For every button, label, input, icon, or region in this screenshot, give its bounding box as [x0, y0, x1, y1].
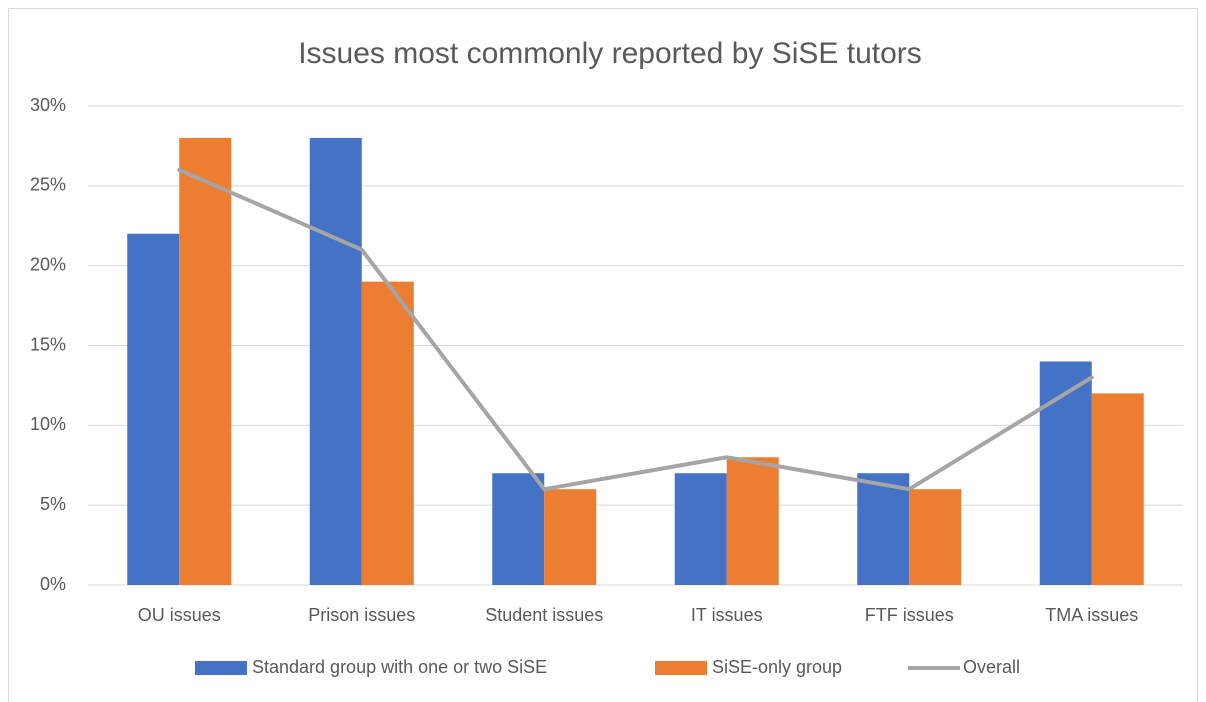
legend-label: SiSE-only group	[712, 657, 842, 677]
x-tick-label: FTF issues	[865, 605, 954, 625]
x-tick-label: IT issues	[691, 605, 763, 625]
y-tick-label: 15%	[30, 334, 66, 354]
bar	[1039, 361, 1092, 585]
chart-title: Issues most commonly reported by SiSE tu…	[298, 37, 922, 70]
y-tick-label: 25%	[30, 175, 66, 195]
y-tick-label: 0%	[40, 574, 66, 594]
bar	[179, 137, 232, 585]
bar	[309, 137, 362, 585]
bar	[674, 473, 727, 585]
bar	[492, 473, 545, 585]
x-tick-label: Student issues	[485, 605, 603, 625]
bar	[857, 473, 910, 585]
legend-label: Standard group with one or two SiSE	[252, 657, 547, 677]
y-tick-label: 20%	[30, 254, 66, 274]
bar	[544, 489, 597, 585]
y-tick-label: 30%	[30, 95, 66, 115]
bar	[726, 457, 779, 585]
legend-swatch	[195, 661, 247, 675]
line	[177, 167, 1094, 492]
bar	[1091, 393, 1144, 585]
bar	[127, 233, 180, 585]
x-tick-label: Prison issues	[308, 605, 415, 625]
bar	[909, 489, 962, 585]
x-tick-label: TMA issues	[1045, 605, 1138, 625]
legend-swatch	[655, 661, 707, 675]
legend-label: Overall	[963, 657, 1020, 677]
x-tick-label: OU issues	[138, 605, 221, 625]
y-tick-label: 10%	[30, 414, 66, 434]
y-tick-label: 5%	[40, 494, 66, 514]
bar	[361, 281, 414, 585]
